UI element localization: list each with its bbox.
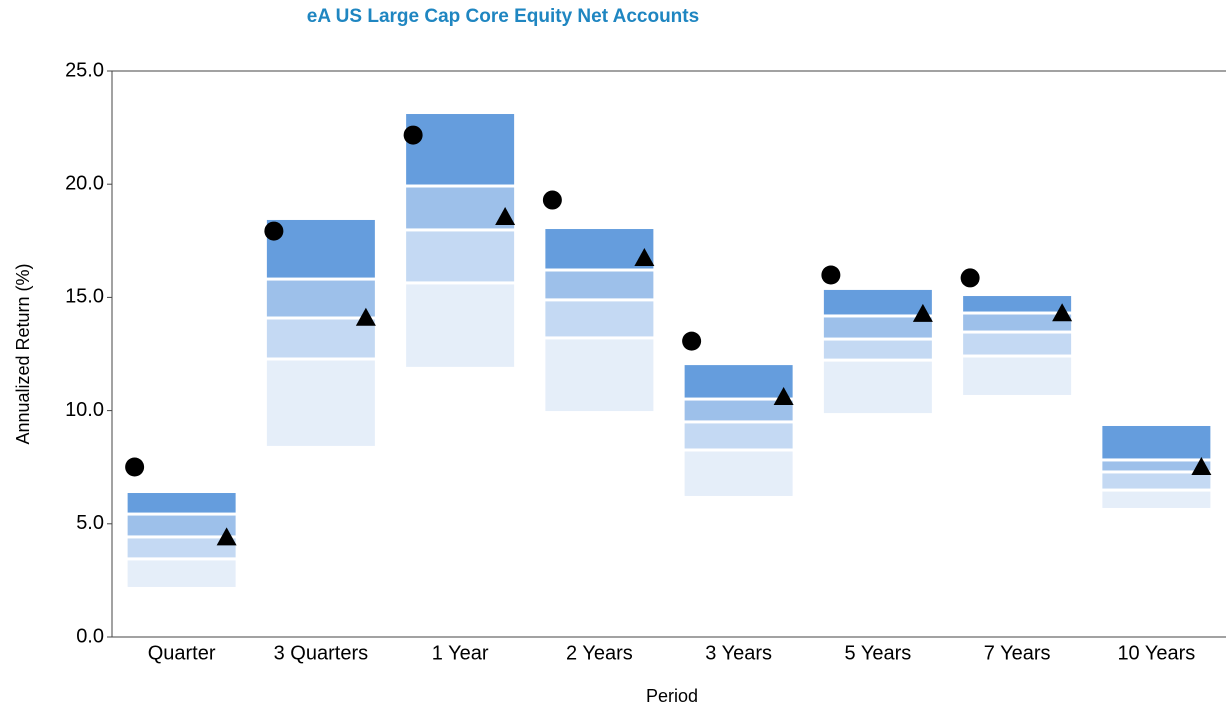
y-axis-title: Annualized Return (%) <box>13 263 33 444</box>
circle-marker <box>960 268 980 288</box>
y-tick-label: 0.0 <box>76 625 104 647</box>
percentile-band <box>406 284 515 367</box>
percentile-band <box>963 333 1072 355</box>
y-tick-label: 15.0 <box>65 286 104 308</box>
percentile-band <box>1102 461 1211 471</box>
percentile-band <box>127 493 236 513</box>
triangle-marker <box>495 207 516 226</box>
triangle-marker <box>1191 456 1212 475</box>
percentile-band <box>545 229 654 269</box>
percentile-band <box>684 400 793 421</box>
triangle-marker <box>216 527 237 546</box>
percentile-band <box>1102 473 1211 489</box>
triangle-marker <box>634 248 655 267</box>
percentile-band <box>127 515 236 536</box>
x-tick-label: Quarter <box>148 642 216 664</box>
x-tick-label: 2 Years <box>566 642 633 664</box>
chart-title: eA US Large Cap Core Equity Net Accounts <box>307 6 699 27</box>
x-tick-label: 1 Year <box>432 642 489 664</box>
circle-marker <box>403 125 423 145</box>
y-tick-label: 10.0 <box>65 399 104 421</box>
triangle-marker <box>1052 303 1073 322</box>
triangle-marker <box>773 387 794 406</box>
percentile-band <box>1102 425 1211 459</box>
percentile-band <box>266 319 375 358</box>
x-tick-label: 3 Quarters <box>274 642 368 664</box>
circle-marker <box>125 457 145 477</box>
x-tick-label: 5 Years <box>845 642 912 664</box>
circle-marker <box>542 190 562 210</box>
circle-marker <box>821 265 841 285</box>
percentile-band <box>963 357 1072 395</box>
percentile-band <box>1102 491 1211 508</box>
circle-marker <box>264 221 284 241</box>
triangle-marker <box>912 303 933 322</box>
percentile-band <box>963 296 1072 312</box>
percentile-band <box>545 339 654 412</box>
y-tick-label: 25.0 <box>65 59 104 81</box>
percentile-band <box>823 340 932 359</box>
y-tick-label: 5.0 <box>76 512 104 534</box>
percentile-band <box>545 271 654 299</box>
percentile-band <box>823 361 932 414</box>
x-tick-label: 10 Years <box>1117 642 1195 664</box>
percentile-band <box>266 280 375 317</box>
percentile-band <box>127 538 236 558</box>
percentile-band <box>963 314 1072 331</box>
percentile-band <box>823 289 932 315</box>
percentile-band <box>823 317 932 338</box>
percentile-band <box>406 231 515 282</box>
percentile-band <box>684 451 793 496</box>
x-axis-title: Period <box>646 686 698 706</box>
percentile-band <box>266 360 375 446</box>
x-tick-label: 7 Years <box>984 642 1051 664</box>
percentile-band <box>684 365 793 398</box>
percentile-band <box>545 301 654 337</box>
circle-marker <box>682 331 702 351</box>
percentile-band <box>266 219 375 278</box>
percentile-band <box>684 423 793 449</box>
x-tick-label: 3 Years <box>705 642 772 664</box>
percentile-band <box>406 114 515 185</box>
percentile-band <box>127 560 236 587</box>
y-tick-label: 20.0 <box>65 172 104 194</box>
triangle-marker <box>355 307 376 326</box>
percentile-band <box>406 187 515 229</box>
